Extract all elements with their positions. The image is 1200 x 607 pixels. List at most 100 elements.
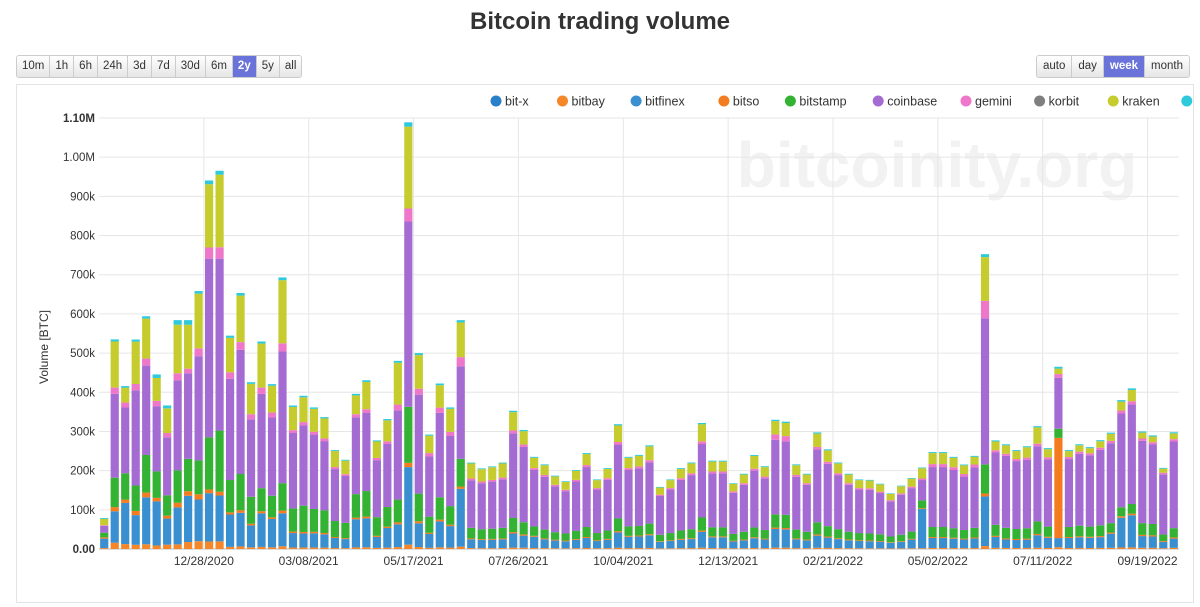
bar-segment-bitfinex[interactable] [142,497,150,544]
bar-segment-bitstamp[interactable] [215,431,223,492]
bar-segment-others[interactable] [268,384,276,386]
bar-segment-bitstamp[interactable] [939,527,947,537]
bar-segment-gemini[interactable] [1107,441,1115,443]
bar-segment-coinbase[interactable] [1117,414,1125,508]
bar-segment-others[interactable] [425,435,433,436]
bar-segment-gemini[interactable] [195,348,203,356]
bar-segment-others[interactable] [310,407,318,408]
bar-segment-kraken[interactable] [593,480,601,488]
bar-segment-gemini[interactable] [236,342,244,350]
bar-segment-kraken[interactable] [1170,433,1178,439]
bar-segment-bitbay[interactable] [866,548,874,549]
bar-segment-gemini[interactable] [593,488,601,489]
bar-segment-others[interactable] [320,417,328,418]
bar-segment-bitso[interactable] [970,537,978,538]
bar-segment-kraken[interactable] [1107,434,1115,441]
bar-segment-gemini[interactable] [698,441,706,444]
bar-segment-bitbay[interactable] [174,544,182,549]
bar-segment-bitfinex[interactable] [541,539,549,548]
bar-segment-others[interactable] [530,457,538,458]
bar-segment-coinbase[interactable] [467,480,475,528]
bar-segment-kraken[interactable] [383,420,391,441]
bar-segment-bitbay[interactable] [1170,548,1178,549]
bar-segment-gemini[interactable] [792,475,800,477]
bar-segment-bitstamp[interactable] [1065,527,1073,537]
bar-segment-coinbase[interactable] [142,366,150,455]
bar-segment-bitso[interactable] [1128,514,1136,516]
bar-segment-bitstamp[interactable] [1044,527,1052,537]
bar-segment-bitbay[interactable] [813,548,821,549]
bar-segment-gemini[interactable] [603,478,611,480]
bar-segment-bitbay[interactable] [645,548,653,549]
bar-segment-coinbase[interactable] [373,460,381,517]
legend-item-bit-x[interactable]: bit-x [505,95,529,109]
bar-segment-others[interactable] [415,353,423,355]
bar-segment-gemini[interactable] [645,460,653,462]
bar-segment-others[interactable] [824,449,832,450]
bar-segment-bitso[interactable] [1138,535,1146,536]
bar-segment-bitfinex[interactable] [1096,537,1104,548]
bar-segment-others[interactable] [331,450,339,451]
bar-segment-coinbase[interactable] [1149,444,1157,524]
bar-segment-bitbay[interactable] [603,548,611,549]
bar-segment-bitbay[interactable] [394,547,402,549]
bar-segment-bitbay[interactable] [278,546,286,549]
bar-segment-bitso[interactable] [132,511,140,515]
bar-segment-bitfinex[interactable] [184,496,192,542]
bar-segment-bitstamp[interactable] [320,510,328,533]
bar-segment-others[interactable] [782,422,790,423]
bar-segment-bitso[interactable] [1002,538,1010,539]
bar-segment-bitstamp[interactable] [289,508,297,531]
bar-segment-bitfinex[interactable] [677,540,685,548]
legend-item-bitstamp[interactable]: bitstamp [799,95,846,109]
interval-button-auto[interactable]: auto [1037,56,1072,77]
legend-item-bitfinex[interactable]: bitfinex [645,95,685,109]
bar-segment-others[interactable] [1054,367,1062,369]
bar-segment-kraken[interactable] [970,457,978,465]
bar-segment-bitso[interactable] [698,531,706,532]
bar-segment-bitso[interactable] [541,538,549,539]
bar-segment-gemini[interactable] [855,488,863,489]
bar-segment-bitfinex[interactable] [415,523,423,547]
bar-segment-kraken[interactable] [991,441,999,450]
bar-segment-others[interactable] [236,293,244,296]
bar-segment-kraken[interactable] [174,325,182,374]
bar-segment-bitfinex[interactable] [719,537,727,548]
bar-segment-bitso[interactable] [876,541,884,542]
bar-segment-bitbay[interactable] [981,546,989,549]
bar-segment-bitfinex[interactable] [404,467,412,545]
bar-segment-bitbay[interactable] [656,548,664,549]
bar-segment-bitfinex[interactable] [824,538,832,548]
bar-segment-bitstamp[interactable] [1033,521,1041,534]
bar-segment-coinbase[interactable] [1044,459,1052,526]
bar-segment-others[interactable] [792,464,800,465]
bar-segment-bitbay[interactable] [1096,548,1104,549]
bar-segment-kraken[interactable] [624,458,632,468]
bar-segment-others[interactable] [404,122,412,126]
bar-segment-gemini[interactable] [121,403,129,408]
bar-segment-others[interactable] [677,468,685,469]
bar-segment-coinbase[interactable] [551,486,559,532]
bar-segment-kraken[interactable] [278,280,286,343]
bar-segment-others[interactable] [918,468,926,469]
bar-segment-coinbase[interactable] [247,419,255,497]
bar-segment-bitfinex[interactable] [845,540,853,548]
bar-segment-gemini[interactable] [1075,452,1083,454]
bar-segment-kraken[interactable] [404,127,412,209]
bar-segment-bitstamp[interactable] [436,497,444,519]
bar-segment-bitbay[interactable] [478,548,486,549]
bar-segment-bitbay[interactable] [310,548,318,549]
bar-segment-bitstamp[interactable] [729,534,737,541]
bar-segment-bitbay[interactable] [226,547,234,549]
bar-segment-bitso[interactable] [824,537,832,538]
bar-segment-kraken[interactable] [562,482,570,490]
bar-segment-others[interactable] [174,320,182,325]
interval-button-month[interactable]: month [1145,56,1189,77]
bar-segment-bitso[interactable] [677,539,685,540]
bar-segment-bitstamp[interactable] [687,529,695,538]
bar-segment-gemini[interactable] [897,493,905,494]
bar-segment-gemini[interactable] [404,209,412,222]
bar-segment-gemini[interactable] [970,465,978,468]
bar-segment-kraken[interactable] [908,479,916,487]
bar-segment-others[interactable] [467,463,475,464]
